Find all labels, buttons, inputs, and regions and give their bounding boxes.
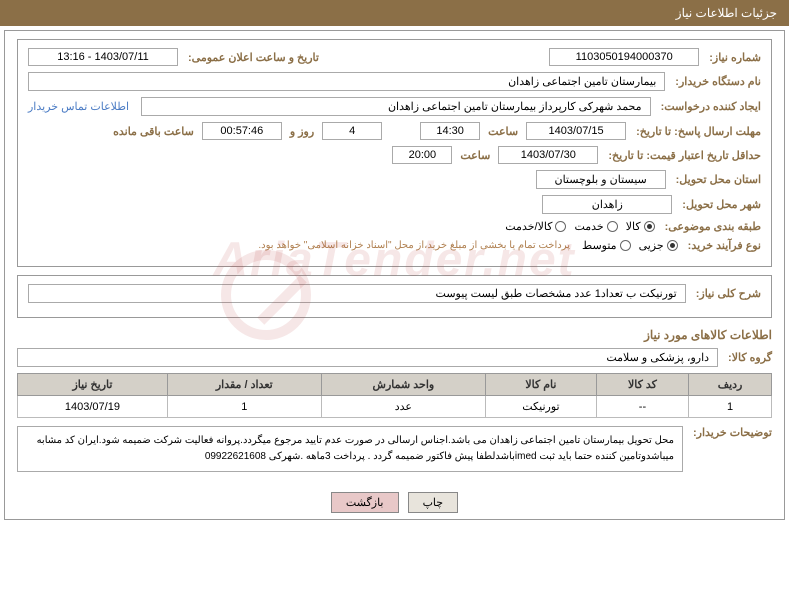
general-desc-section: شرح کلی نیاز: تورنیکت ب تعداد1 عدد مشخصا… (17, 275, 772, 318)
requester-label: ایجاد کننده درخواست: (661, 100, 761, 113)
table-cell: 1 (689, 396, 772, 418)
radio-minor-label: جزیی (639, 239, 664, 252)
buyer-org-value: بیمارستان تامین اجتماعی زاهدان (28, 72, 665, 91)
table-header-cell: نام کالا (486, 374, 597, 396)
need-number-label: شماره نیاز: (709, 51, 761, 64)
announce-datetime-label: تاریخ و ساعت اعلان عمومی: (188, 51, 319, 64)
goods-group-label: گروه کالا: (728, 351, 772, 364)
category-label: طبقه بندی موضوعی: (665, 220, 761, 233)
table-header-cell: تاریخ نیاز (18, 374, 168, 396)
delivery-city-label: شهر محل تحویل: (682, 198, 761, 211)
need-number-value: 1103050194000370 (549, 48, 699, 66)
buyer-contact-link[interactable]: اطلاعات تماس خریدار (28, 100, 129, 113)
table-header-cell: تعداد / مقدار (167, 374, 321, 396)
delivery-province-value: سیستان و بلوچستان (536, 170, 666, 189)
time-label-1: ساعت (488, 125, 518, 138)
table-cell: عدد (321, 396, 485, 418)
radio-goods-label: کالا (626, 220, 641, 233)
table-cell: تورنیکت (486, 396, 597, 418)
radio-medium[interactable] (620, 240, 631, 251)
table-row: 1--تورنیکتعدد11403/07/19 (18, 396, 772, 418)
general-desc-label: شرح کلی نیاز: (696, 287, 761, 300)
print-button[interactable]: چاپ (408, 492, 459, 513)
purchase-type-radio-group: جزیی متوسط (582, 239, 678, 252)
back-button[interactable]: بازگشت (331, 492, 399, 513)
time-label-2: ساعت (460, 149, 490, 162)
table-header-cell: ردیف (689, 374, 772, 396)
table-header-cell: واحد شمارش (321, 374, 485, 396)
radio-medium-label: متوسط (582, 239, 617, 252)
table-cell: 1 (167, 396, 321, 418)
table-cell: -- (596, 396, 688, 418)
purchase-note: پرداخت تمام یا بخشی از مبلغ خرید،از محل … (258, 240, 570, 251)
remaining-label: ساعت باقی مانده (113, 125, 194, 138)
main-frame: شماره نیاز: 1103050194000370 تاریخ و ساع… (4, 30, 785, 520)
response-time-value: 14:30 (420, 122, 480, 140)
details-section: شماره نیاز: 1103050194000370 تاریخ و ساع… (17, 39, 772, 267)
table-cell: 1403/07/19 (18, 396, 168, 418)
buyer-notes-label: توضیحات خریدار: (693, 426, 772, 439)
response-date-value: 1403/07/15 (526, 122, 626, 140)
general-desc-value: تورنیکت ب تعداد1 عدد مشخصات طبق لیست پیو… (28, 284, 686, 303)
countdown-value: 00:57:46 (202, 122, 282, 140)
response-deadline-label: مهلت ارسال پاسخ: تا تاریخ: (636, 125, 761, 138)
buyer-org-label: نام دستگاه خریدار: (675, 75, 761, 88)
radio-goods-service[interactable] (555, 221, 566, 232)
table-header-cell: کد کالا (596, 374, 688, 396)
announce-datetime-value: 1403/07/11 - 13:16 (28, 48, 178, 66)
radio-goods-service-label: کالا/خدمت (505, 220, 552, 233)
days-remaining-value: 4 (322, 122, 382, 140)
buyer-notes-value: محل تحویل بیمارستان تامین اجتماعی زاهدان… (17, 426, 683, 472)
price-validity-date-value: 1403/07/30 (498, 146, 598, 164)
items-table: ردیفکد کالانام کالاواحد شمارشتعداد / مقد… (17, 373, 772, 418)
requester-value: محمد شهرکی کارپرداز بیمارستان تامین اجتم… (141, 97, 651, 116)
radio-service[interactable] (607, 221, 618, 232)
button-row: چاپ بازگشت (5, 486, 784, 519)
purchase-type-label: نوع فرآیند خرید: (688, 239, 761, 252)
delivery-province-label: استان محل تحویل: (676, 173, 761, 186)
delivery-city-value: زاهدان (542, 195, 672, 214)
radio-minor[interactable] (667, 240, 678, 251)
radio-goods[interactable] (644, 221, 655, 232)
items-section-title: اطلاعات کالاهای مورد نیاز (17, 328, 772, 342)
radio-service-label: خدمت (574, 220, 603, 233)
page-title-bar: جزئیات اطلاعات نیاز (0, 0, 789, 26)
price-validity-time-value: 20:00 (392, 146, 452, 164)
goods-group-value: دارو، پزشکی و سلامت (17, 348, 718, 367)
days-and-label: روز و (290, 125, 314, 138)
price-validity-label: حداقل تاریخ اعتبار قیمت: تا تاریخ: (608, 149, 761, 162)
category-radio-group: کالا خدمت کالا/خدمت (505, 220, 654, 233)
